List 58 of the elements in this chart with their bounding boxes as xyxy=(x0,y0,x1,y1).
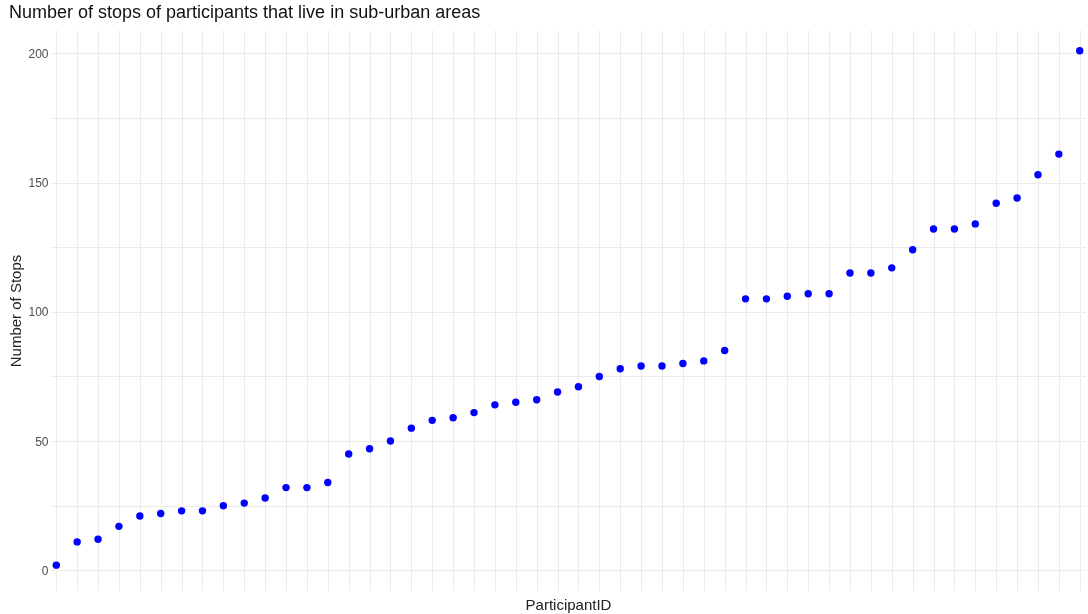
chart-title: Number of stops of participants that live in sub-urban areas xyxy=(8,2,481,22)
point xyxy=(616,364,624,373)
point xyxy=(282,483,290,492)
point xyxy=(888,264,896,272)
point xyxy=(324,478,332,487)
point xyxy=(637,362,645,370)
point xyxy=(52,561,60,569)
point xyxy=(73,538,81,546)
point xyxy=(971,220,980,228)
point xyxy=(386,437,395,445)
point xyxy=(1076,46,1084,55)
y-tick-label: 0 xyxy=(41,563,49,578)
point xyxy=(762,295,771,303)
point xyxy=(407,424,416,432)
point xyxy=(720,346,729,355)
point xyxy=(365,445,374,453)
y-axis-title: Number of Stops xyxy=(7,254,25,368)
point xyxy=(929,225,938,233)
point xyxy=(428,416,436,425)
point xyxy=(94,535,102,543)
point xyxy=(908,246,917,254)
point xyxy=(136,512,144,520)
point xyxy=(115,522,123,531)
point xyxy=(1013,194,1021,202)
y-tick-label: 100 xyxy=(28,305,49,320)
point xyxy=(804,290,812,298)
point xyxy=(303,483,311,492)
point xyxy=(1055,150,1063,158)
point xyxy=(950,225,959,233)
point xyxy=(992,199,1000,207)
point xyxy=(553,388,562,396)
point xyxy=(177,507,186,515)
y-tick-label: 50 xyxy=(35,434,49,449)
point xyxy=(574,383,583,391)
point xyxy=(449,414,457,422)
point xyxy=(491,401,499,409)
point xyxy=(219,501,228,510)
point xyxy=(512,398,520,406)
point xyxy=(783,292,792,300)
point xyxy=(240,499,248,507)
point xyxy=(344,450,353,458)
point xyxy=(156,509,165,518)
point xyxy=(741,295,750,303)
point xyxy=(532,395,541,404)
point xyxy=(595,372,604,381)
point xyxy=(198,507,207,515)
point xyxy=(658,362,666,370)
point xyxy=(679,359,687,368)
point xyxy=(1034,171,1042,179)
point xyxy=(825,290,833,298)
point xyxy=(867,269,875,277)
y-tick-label: 150 xyxy=(28,176,49,191)
point xyxy=(700,357,708,365)
point xyxy=(261,494,269,502)
y-tick-label: 200 xyxy=(28,46,49,61)
x-axis-title: ParticipantID xyxy=(525,595,612,613)
point xyxy=(846,269,854,277)
point xyxy=(470,408,478,417)
